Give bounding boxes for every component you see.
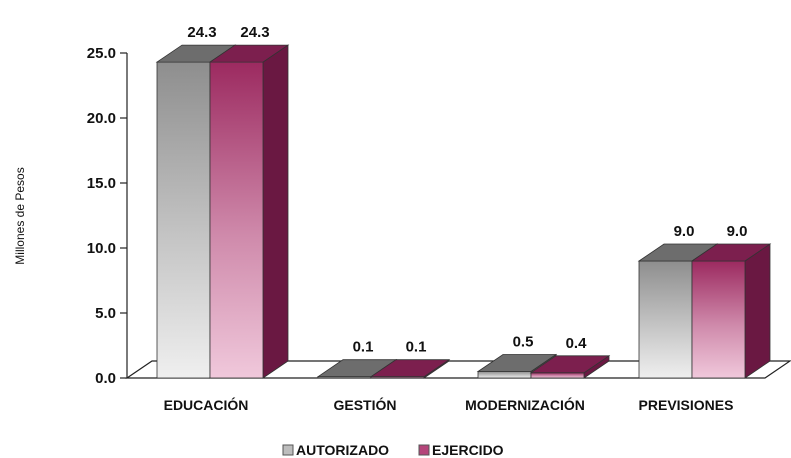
- bar-ejercido-gestion: [369, 358, 451, 379]
- data-label-autorizado-educacion: 24.3: [187, 24, 216, 41]
- bar-ejercido-modernizacion-front: [530, 372, 585, 379]
- bar-ejercido-educacion-front: [209, 61, 264, 379]
- bar-autorizado-previsiones-front: [638, 260, 693, 379]
- legend-swatch-autorizado: [282, 444, 294, 456]
- data-label-autorizado-gestion: 0.1: [353, 339, 374, 356]
- legend-label-ejercido: EJERCIDO: [432, 442, 504, 458]
- bar-ejercido-gestion-top: [369, 359, 451, 378]
- bar-ejercido-educacion: [208, 44, 290, 379]
- x-category-label: EDUCACIÓN: [164, 396, 249, 413]
- y-tick-label: 15.0: [87, 175, 116, 192]
- y-tick-label: 0.0: [95, 370, 116, 387]
- legend-swatch-ejercido: [418, 444, 430, 456]
- bar-ejercido-previsiones-top: [690, 243, 772, 262]
- bar-ejercido-modernizacion: [529, 355, 611, 379]
- x-category-label: MODERNIZACIÓN: [465, 396, 585, 413]
- x-category-label: GESTIÓN: [333, 396, 396, 413]
- data-label-autorizado-modernizacion: 0.5: [513, 334, 534, 351]
- bar-ejercido-previsiones-front: [691, 260, 746, 379]
- bar-ejercido-educacion-side: [262, 44, 289, 379]
- bar-ejercido-previsiones-side: [744, 243, 771, 379]
- y-tick-label: 5.0: [95, 305, 116, 322]
- bar-ejercido-previsiones: [690, 243, 772, 379]
- bar-ejercido-modernizacion-top: [529, 355, 611, 374]
- bar-autorizado-modernizacion-front: [477, 371, 532, 379]
- bar-autorizado-modernizacion-top: [476, 354, 558, 372]
- y-axis-title: Millones de Pesos: [13, 167, 27, 264]
- data-label-ejercido-gestion: 0.1: [406, 339, 427, 356]
- legend-label-autorizado: AUTORIZADO: [296, 442, 389, 458]
- x-category-label: PREVISIONES: [639, 397, 734, 413]
- y-tick-label: 25.0: [87, 45, 116, 62]
- y-tick-label: 20.0: [87, 110, 116, 127]
- data-label-autorizado-previsiones: 9.0: [674, 223, 695, 240]
- data-label-ejercido-modernizacion: 0.4: [566, 335, 588, 352]
- data-label-ejercido-previsiones: 9.0: [727, 223, 748, 240]
- bar-autorizado-educacion-front: [156, 61, 211, 379]
- data-label-ejercido-educacion: 24.3: [240, 24, 269, 41]
- bar-ejercido-educacion-top: [208, 44, 290, 63]
- y-tick-label: 10.0: [87, 240, 116, 257]
